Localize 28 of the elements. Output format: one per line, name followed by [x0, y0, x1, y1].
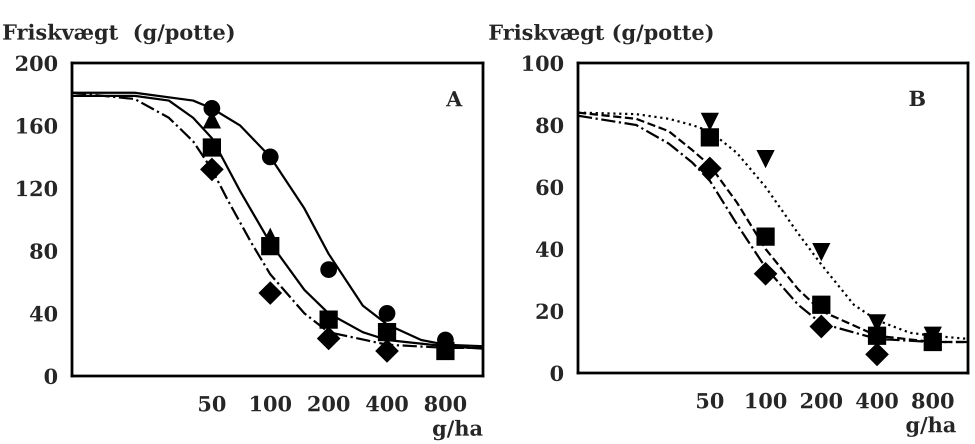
x-tick-label: 100	[746, 392, 786, 409]
x-tick-label: 800	[424, 396, 466, 412]
y-tick-label: 100	[523, 55, 564, 72]
x-tick-label: 400	[366, 396, 408, 412]
y-tick-label: 80	[536, 117, 564, 134]
x-tick-label: 100	[251, 396, 292, 412]
annotation: A	[446, 91, 463, 106]
annotation: B	[909, 90, 925, 106]
x-tick-label: 400	[856, 392, 898, 409]
x-tick-label: 200	[800, 392, 842, 409]
y-tick-label: 80	[30, 243, 58, 260]
x-tick-label: 50	[697, 392, 724, 409]
y-tick-label: 160	[17, 118, 58, 134]
y-tick-label: 40	[536, 241, 564, 258]
y-axis-title: Friskvægt (g/potte)	[3, 24, 234, 44]
x-tick-label: 50	[199, 396, 226, 412]
y-tick-label: 60	[536, 179, 564, 196]
y-axis-title: Friskvægt (g/potte)	[489, 24, 713, 44]
y-tick-label: 0	[550, 365, 564, 382]
y-tick-label: 40	[30, 306, 58, 322]
x-tick-label: 200	[308, 396, 350, 412]
x-axis-title: g/ha	[433, 420, 483, 440]
x-axis-title: g/ha	[906, 416, 956, 437]
y-tick-label: 120	[17, 180, 58, 196]
y-tick-label: 0	[44, 368, 58, 384]
x-tick-label: 800	[912, 392, 954, 409]
y-tick-label: 20	[536, 303, 564, 320]
y-tick-label: 200	[16, 55, 58, 72]
